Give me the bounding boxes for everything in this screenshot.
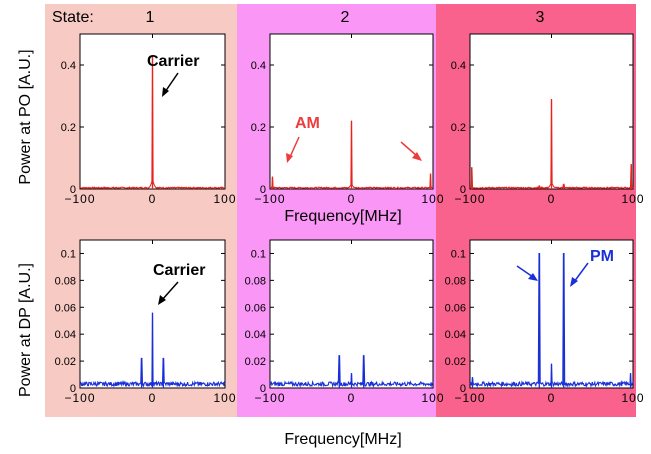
annotation-am: AM bbox=[295, 115, 320, 132]
y-tick-label-bottom-state-3: 0.06 bbox=[445, 302, 466, 314]
y-tick-label-bottom-state-2: 0.08 bbox=[245, 275, 266, 287]
y-tick-label-top-state-3: 0.4 bbox=[451, 60, 466, 72]
annotation-pm: PM bbox=[590, 248, 614, 265]
y-tick-label-top-state-2: 0.2 bbox=[251, 122, 266, 134]
x-tick-label-top-state-2: 100 bbox=[421, 192, 444, 206]
y-tick-label-bottom-state-2: 0.02 bbox=[245, 356, 266, 368]
state-1-label: 1 bbox=[146, 9, 155, 26]
y-tick-label-top-state-1: 0 bbox=[70, 184, 76, 196]
x-tick-label-bottom-state-1: 0 bbox=[149, 391, 157, 405]
annotation-carrier-top: Carrier bbox=[147, 53, 199, 70]
x-tick-label-bottom-state-2: 100 bbox=[421, 391, 444, 405]
y-tick-label-top-state-2: 0 bbox=[260, 184, 266, 196]
y-tick-label-bottom-state-3: 0.02 bbox=[445, 356, 466, 368]
y-tick-label-bottom-state-1: 0 bbox=[70, 383, 76, 395]
y-tick-label-bottom-state-1: 0.02 bbox=[55, 356, 76, 368]
y-tick-label-bottom-state-2: 0.06 bbox=[245, 302, 266, 314]
x-tick-label-bottom-state-3: 100 bbox=[621, 391, 644, 405]
y-tick-label-bottom-state-2: 0.04 bbox=[245, 329, 266, 341]
annotation-carrier-bottom: Carrier bbox=[153, 262, 205, 279]
x-axis-label-bottom: Frequency[MHz] bbox=[284, 431, 401, 448]
y-tick-label-top-state-2: 0.4 bbox=[251, 60, 266, 72]
y-tick-label-bottom-state-3: 0.1 bbox=[451, 248, 466, 260]
state-label: State: bbox=[52, 9, 94, 26]
y-tick-label-bottom-state-3: 0 bbox=[460, 383, 466, 395]
y-tick-label-bottom-state-1: 0.06 bbox=[55, 302, 76, 314]
x-axis-label-middle: Frequency[MHz] bbox=[284, 208, 401, 225]
state-3-label: 3 bbox=[536, 9, 545, 26]
y-tick-label-bottom-state-2: 0 bbox=[260, 383, 266, 395]
x-tick-label-top-state-2: 0 bbox=[348, 192, 356, 206]
y-axis-label-top: Power at PO [A.U.] bbox=[17, 49, 34, 184]
plot-area-bottom-state-2 bbox=[270, 240, 433, 388]
y-tick-label-bottom-state-3: 0.08 bbox=[445, 275, 466, 287]
y-tick-label-bottom-state-1: 0.04 bbox=[55, 329, 76, 341]
x-tick-label-bottom-state-1: 100 bbox=[213, 391, 236, 405]
y-tick-label-bottom-state-2: 0.1 bbox=[251, 248, 266, 260]
x-tick-label-top-state-3: 0 bbox=[548, 192, 556, 206]
x-tick-label-bottom-state-2: 0 bbox=[348, 391, 356, 405]
y-tick-label-bottom-state-3: 0.04 bbox=[445, 329, 466, 341]
y-tick-label-bottom-state-1: 0.1 bbox=[61, 248, 76, 260]
y-tick-label-top-state-1: 0.2 bbox=[61, 122, 76, 134]
y-tick-label-top-state-3: 0.2 bbox=[451, 122, 466, 134]
x-tick-label-top-state-1: 0 bbox=[149, 192, 157, 206]
x-tick-label-bottom-state-3: 0 bbox=[548, 391, 556, 405]
x-tick-label-top-state-1: 100 bbox=[213, 192, 236, 206]
y-tick-label-bottom-state-1: 0.08 bbox=[55, 275, 76, 287]
y-axis-label-bottom: Power at DP [A.U.] bbox=[17, 263, 34, 397]
y-tick-label-top-state-1: 0.4 bbox=[61, 60, 76, 72]
state-2-label: 2 bbox=[341, 9, 350, 26]
x-tick-label-top-state-3: 100 bbox=[621, 192, 644, 206]
y-tick-label-top-state-3: 0 bbox=[460, 184, 466, 196]
